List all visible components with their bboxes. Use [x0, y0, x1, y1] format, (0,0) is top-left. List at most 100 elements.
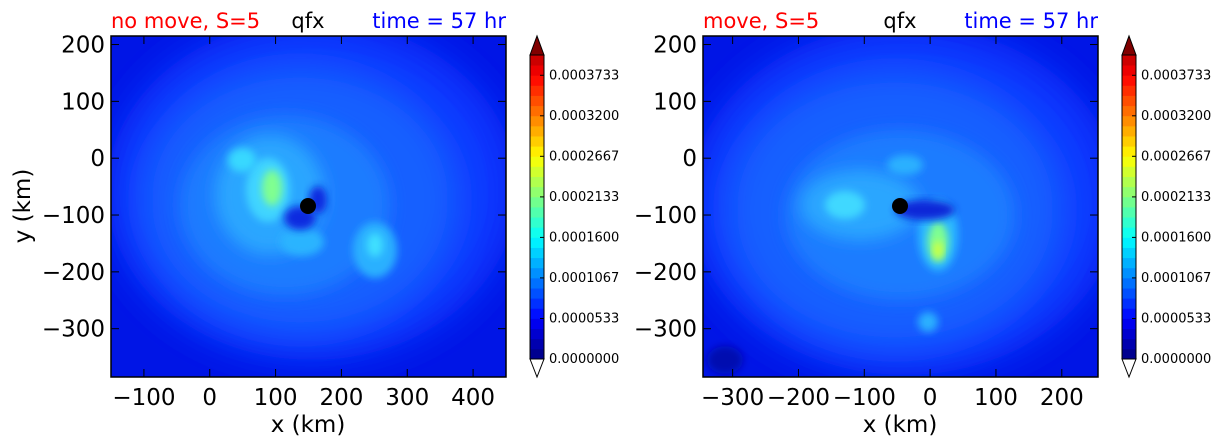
colorbar-level	[530, 207, 544, 218]
colorbar-level	[1122, 146, 1136, 157]
colorbar-level	[1122, 65, 1136, 76]
colorbar-level	[530, 257, 544, 269]
colorbar-level	[530, 288, 544, 299]
colorbar-tick-label: 0.0003733	[1141, 68, 1211, 83]
colorbar-level	[530, 196, 544, 208]
colorbar-level	[1122, 196, 1136, 208]
colorbar-tick-label: 0.0000000	[1141, 352, 1211, 367]
colorbar-level	[530, 217, 544, 228]
colorbar-level	[1122, 267, 1136, 279]
x-tick-label: −300	[701, 385, 764, 411]
colorbar-tick-label: 0.0000000	[549, 352, 619, 367]
colorbar-level	[530, 136, 544, 147]
colorbar-level	[530, 348, 544, 360]
colorbar-level	[1122, 348, 1136, 360]
colorbar-tick-label: 0.0002667	[549, 149, 619, 164]
storm-center-marker	[892, 198, 908, 214]
colorbar-level	[1122, 75, 1136, 86]
x-axis-label: x (km)	[863, 412, 938, 438]
colorbar-level	[530, 125, 544, 137]
title-center: qfx	[291, 9, 324, 33]
colorbar-tick-label: 0.0001600	[549, 230, 619, 245]
x-tick-label: 100	[974, 385, 1018, 411]
x-tick-label: 0	[923, 385, 938, 411]
colorbar-level	[530, 156, 544, 167]
colorbar-level	[530, 237, 544, 248]
x-tick-label: 400	[451, 385, 495, 411]
colorbar-level	[530, 75, 544, 86]
colorbar-level	[1122, 166, 1136, 177]
colorbar-level	[1122, 257, 1136, 269]
title-center: qfx	[883, 9, 916, 33]
contour-field	[703, 36, 1098, 377]
colorbar-level	[1122, 217, 1136, 228]
y-tick-label: 0	[682, 146, 697, 172]
colorbar-level	[1122, 227, 1136, 238]
colorbar-level	[1122, 207, 1136, 218]
colorbar-level	[1122, 277, 1136, 289]
colorbar-tick-label: 0.0002133	[549, 190, 619, 205]
colorbar-level	[1122, 328, 1136, 340]
colorbar-level	[530, 115, 544, 127]
colorbar-level	[1122, 55, 1136, 66]
colorbar-level	[1122, 115, 1136, 127]
y-tick-label: 0	[90, 146, 105, 172]
colorbar-level	[1122, 186, 1136, 198]
y-tick-label: −300	[42, 317, 105, 343]
colorbar-tick-label: 0.0001067	[1141, 271, 1211, 286]
colorbar-level	[530, 338, 544, 350]
x-tick-label: 200	[319, 385, 363, 411]
colorbar-level	[1122, 105, 1136, 117]
colorbar-level	[530, 267, 544, 279]
colorbar: 0.0000000 0.0000533 0.0001067 0.0001600 0.00…	[1121, 34, 1211, 379]
colorbar-level	[1122, 298, 1136, 309]
title-right: time = 57 hr	[372, 9, 506, 33]
colorbar-tick-label: 0.0002133	[1141, 190, 1211, 205]
x-tick-label: 0	[202, 385, 217, 411]
colorbar-level	[530, 277, 544, 289]
colorbar-tick-label: 0.0003200	[549, 109, 619, 124]
y-tick-label: −300	[634, 317, 697, 343]
colorbar-level	[530, 308, 544, 319]
panel-move: move, S=5 qfx time = 57 hr −300 −200 −100 0…	[634, 9, 1211, 438]
colorbar-level	[530, 85, 544, 96]
colorbar-tick-label: 0.0001067	[549, 271, 619, 286]
y-tick-label: −100	[634, 203, 697, 229]
colorbar-tick-label: 0.0003200	[1141, 109, 1211, 124]
colorbar-level	[530, 55, 544, 66]
colorbar-level	[1122, 288, 1136, 299]
y-tick-label: 200	[653, 33, 697, 59]
axis-ticks: −100 0 100 200 300 400 200 100 0 −100 −200 −300	[42, 33, 506, 411]
x-axis-label: x (km)	[271, 412, 346, 438]
y-tick-label: 100	[61, 89, 105, 115]
colorbar-level	[1122, 95, 1136, 107]
title-left: no move, S=5	[111, 9, 260, 33]
plot-frame	[702, 35, 1099, 378]
y-tick-label: 100	[653, 89, 697, 115]
colorbar-level	[530, 176, 544, 188]
panel-no-move: no move, S=5 qfx time = 57 hr −100 0 100 20…	[10, 9, 619, 438]
colorbar-level	[530, 298, 544, 309]
colorbar-tick-label: 0.0000533	[1141, 311, 1211, 326]
colorbar-level	[1122, 237, 1136, 248]
colorbar-level	[530, 105, 544, 117]
y-tick-label: −200	[634, 260, 697, 286]
storm-center-marker	[300, 198, 316, 214]
plot-frame	[110, 35, 507, 378]
y-tick-label: −200	[42, 260, 105, 286]
colorbar-level	[1122, 318, 1136, 329]
colorbar-level	[530, 146, 544, 157]
colorbar-level	[1122, 338, 1136, 350]
colorbar: 0.0000000 0.0000533 0.0001067 0.0001600 0.00…	[529, 34, 619, 379]
colorbar-tick-label: 0.0001600	[1141, 230, 1211, 245]
colorbar-level	[1122, 125, 1136, 137]
colorbar-level	[530, 65, 544, 76]
colorbar-level	[530, 318, 544, 329]
colorbar-level	[530, 247, 544, 259]
colorbar-level	[1122, 308, 1136, 319]
colorbar-tick-label: 0.0002667	[1141, 149, 1211, 164]
y-axis-label: y (km)	[10, 169, 36, 244]
colorbar-level	[530, 328, 544, 340]
